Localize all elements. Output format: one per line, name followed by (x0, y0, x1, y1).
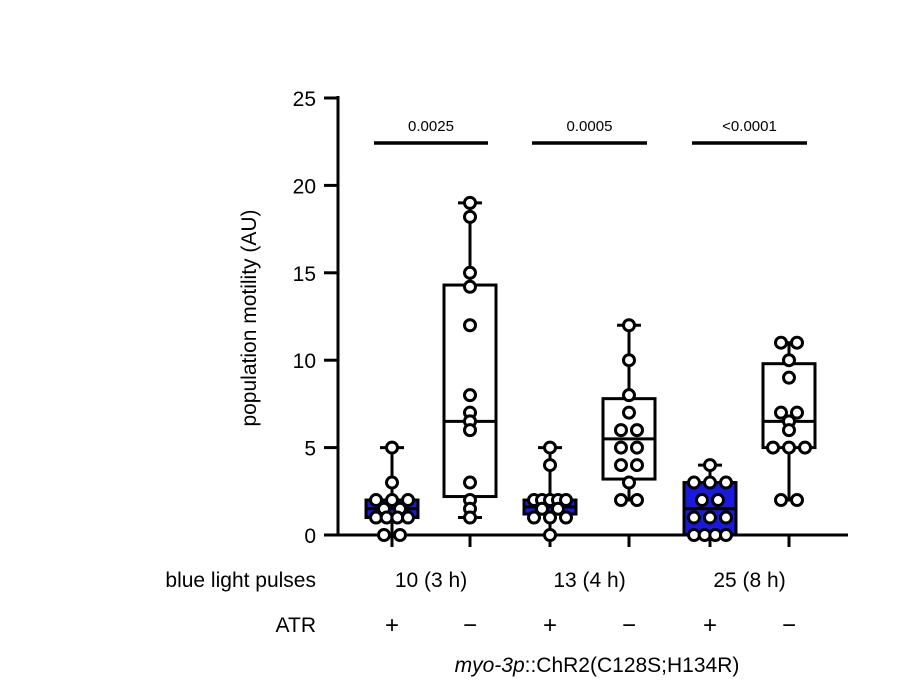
data-point (463, 195, 477, 210)
data-point (782, 370, 796, 385)
data-point (719, 510, 733, 525)
data-point (463, 510, 477, 525)
data-point (614, 440, 628, 455)
data-point (559, 510, 573, 525)
data-point (703, 458, 717, 473)
data-point (703, 510, 717, 525)
atr-sign: + (703, 612, 717, 639)
strain-label: myo-3p::ChR2(C128S;H134R) (455, 654, 740, 677)
data-point (377, 528, 391, 542)
box-series (522, 440, 578, 542)
data-point (687, 475, 701, 490)
strain-italic: myo-3p (455, 654, 525, 677)
data-point (463, 423, 477, 438)
data-point (711, 493, 725, 508)
data-point (543, 440, 557, 455)
y-axis-title: population motility (AU) (238, 209, 261, 426)
data-point (401, 493, 415, 508)
y-tick-label: 10 (293, 350, 316, 373)
y-axis: 0 5 10 15 20 25 population motility (AU) (238, 88, 340, 548)
box-series (442, 195, 498, 525)
data-point (543, 458, 557, 473)
data-point (719, 528, 733, 542)
data-point (385, 475, 399, 490)
p-value-label: 0.0005 (567, 118, 613, 135)
box-series (682, 458, 738, 542)
pulses-value-label: 10 (3 h) (395, 569, 467, 592)
box-series (761, 335, 817, 508)
data-point (614, 458, 628, 473)
data-point (790, 335, 804, 350)
pulses-row-label: blue light pulses (165, 569, 316, 592)
data-point (790, 493, 804, 508)
data-point (463, 265, 477, 280)
y-tick-label: 25 (293, 88, 316, 111)
labels: blue light pulses ATR 10 (3 h) 13 (4 h) 25 (… (165, 569, 796, 677)
data-point (463, 475, 477, 490)
data-point (622, 405, 636, 420)
y-tick-label: 20 (293, 175, 316, 198)
data-point (463, 279, 477, 294)
data-point (543, 510, 557, 525)
data-point (782, 423, 796, 438)
data-point (774, 493, 788, 508)
pulses-value-label: 13 (4 h) (553, 569, 625, 592)
data-point (695, 493, 709, 508)
data-point (630, 440, 644, 455)
y-tick-label: 0 (304, 525, 316, 548)
pulses-value-label: 25 (8 h) (713, 569, 785, 592)
atr-sign: − (622, 612, 636, 639)
atr-sign: + (543, 612, 557, 639)
data-point (798, 440, 812, 455)
data-point (766, 440, 780, 455)
p-value-label: 0.0025 (408, 118, 454, 135)
data-point (369, 493, 383, 508)
box-series (601, 318, 657, 508)
data-point (630, 493, 644, 508)
data-point (622, 388, 636, 403)
data-point (622, 475, 636, 490)
data-point (551, 501, 565, 516)
data-point (774, 405, 788, 420)
atr-sign: + (385, 612, 399, 639)
data-point (463, 209, 477, 224)
data-point (687, 510, 701, 525)
boxes (364, 195, 817, 542)
atr-sign: − (463, 612, 477, 639)
significance-bars: 0.0025 0.0005 <0.0001 (374, 118, 807, 145)
data-point (559, 493, 573, 508)
atr-sign: − (782, 612, 796, 639)
data-point (393, 528, 407, 542)
data-point (782, 440, 796, 455)
data-point (385, 493, 399, 508)
data-point (463, 318, 477, 333)
data-point (614, 493, 628, 508)
atr-row-label: ATR (276, 614, 316, 637)
data-point (463, 388, 477, 403)
data-point (790, 405, 804, 420)
data-point (622, 318, 636, 333)
strain-rest: ::ChR2(C128S;H134R) (525, 654, 740, 677)
p-value-label: <0.0001 (722, 118, 777, 135)
data-point (782, 353, 796, 368)
data-point (630, 458, 644, 473)
data-point (774, 335, 788, 350)
data-point (535, 501, 549, 516)
data-point (622, 353, 636, 368)
data-point (543, 528, 557, 542)
data-point (703, 475, 717, 490)
data-point (630, 423, 644, 438)
data-point (527, 510, 541, 525)
x-axis (336, 533, 848, 547)
y-tick-label: 5 (304, 438, 316, 461)
data-point (401, 510, 415, 525)
y-tick-label: 15 (293, 263, 316, 286)
data-point (719, 475, 733, 490)
data-point (614, 423, 628, 438)
box-series (364, 440, 420, 542)
data-point (385, 440, 399, 455)
